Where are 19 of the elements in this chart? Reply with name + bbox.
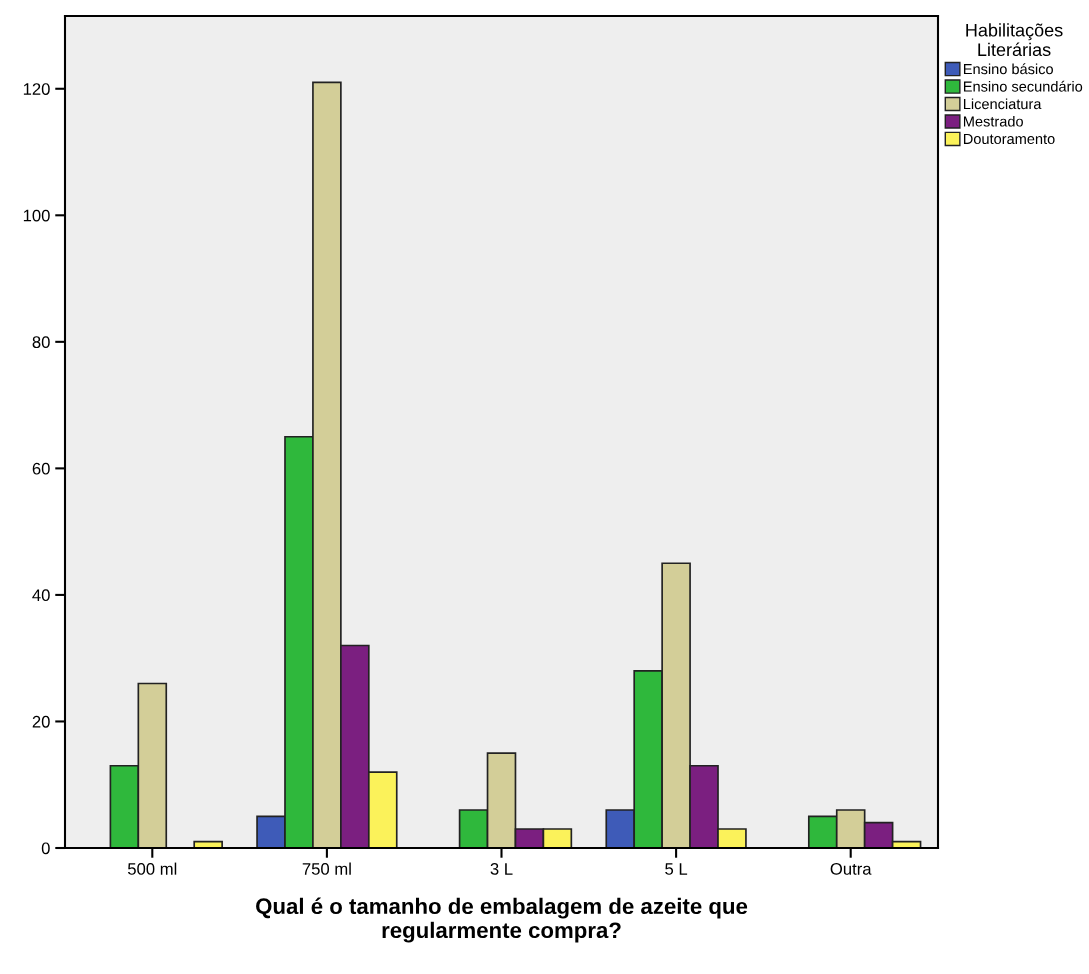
- y-tick-label: 120: [23, 83, 50, 95]
- x-axis-title: Qual é o tamanho de embalagem de azeite que regularmente compra?: [256, 897, 748, 943]
- y-tick-label: 100: [23, 209, 50, 222]
- y-tick-label: 20: [32, 715, 50, 728]
- x-tick-label: 750 ml: [302, 862, 351, 875]
- legend-label: Licenciatura: [963, 98, 1042, 110]
- y-tick-label: 80: [32, 336, 50, 349]
- legend-label: Ensino básico: [963, 63, 1053, 75]
- legend-title: Habilitações Literárias: [966, 23, 1063, 57]
- y-tick-label: 0: [41, 842, 50, 855]
- y-tick-label: 40: [32, 589, 50, 602]
- x-tick-label: Outra: [830, 863, 872, 875]
- legend-label: Ensino secundário: [963, 80, 1083, 92]
- x-tick-label: 5 L: [665, 863, 688, 875]
- x-tick-label: 3 L: [490, 863, 513, 875]
- y-tick-label: 60: [32, 462, 50, 475]
- x-tick-label: 500 ml: [127, 862, 177, 875]
- legend-label: Doutoramento: [963, 133, 1055, 145]
- legend-label: Mestrado: [963, 115, 1023, 127]
